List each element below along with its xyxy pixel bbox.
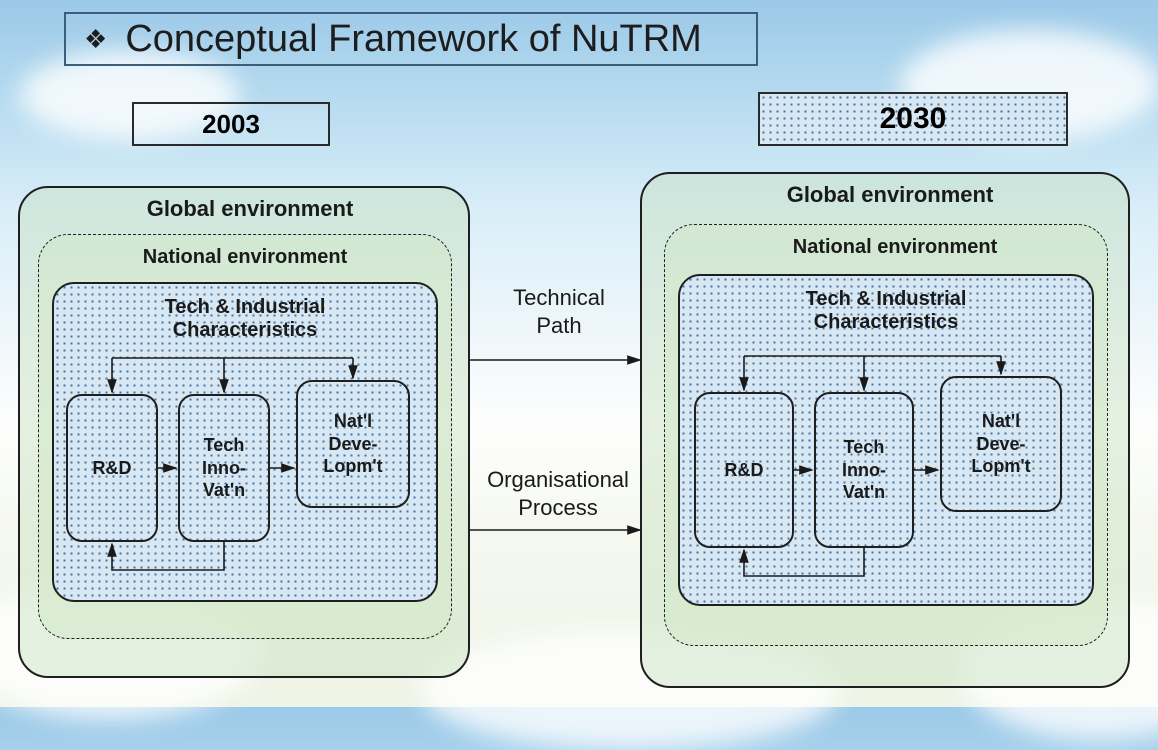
national-label-left: National environment (120, 246, 370, 269)
rd-box-right: R&D (694, 392, 794, 548)
rd-box-left: R&D (66, 394, 158, 542)
dev-box-right: Nat'lDeve-Lopm't (940, 376, 1062, 512)
year-label-right: 2030 (758, 92, 1068, 146)
year-label-left: 2003 (132, 102, 330, 146)
page-title-box: ❖ Conceptual Framework of NuTRM (64, 12, 758, 66)
innov-text: TechInno-Vat'n (202, 434, 246, 502)
innov-box-left: TechInno-Vat'n (178, 394, 270, 542)
innov-text-r: TechInno-Vat'n (842, 436, 886, 504)
year-right-text: 2030 (880, 102, 947, 136)
dev-box-left: Nat'lDeve-Lopm't (296, 380, 410, 508)
year-left-text: 2003 (202, 109, 260, 140)
tech-label-left: Tech & IndustrialCharacteristics (140, 296, 350, 342)
global-label-left: Global environment (140, 196, 360, 222)
innov-box-right: TechInno-Vat'n (814, 392, 914, 548)
dev-text: Nat'lDeve-Lopm't (323, 410, 382, 478)
title-bullet-icon: ❖ (84, 24, 107, 55)
tech-label-right: Tech & IndustrialCharacteristics (776, 288, 996, 334)
rd-text-r: R&D (725, 459, 764, 482)
technical-path-label: TechnicalPath (484, 284, 634, 339)
organisational-process-label: OrganisationalProcess (470, 466, 646, 521)
national-label-right: National environment (770, 236, 1020, 259)
page-title: Conceptual Framework of NuTRM (125, 18, 702, 61)
global-label-right: Global environment (780, 182, 1000, 208)
dev-text-r: Nat'lDeve-Lopm't (971, 410, 1030, 478)
rd-text: R&D (93, 457, 132, 480)
